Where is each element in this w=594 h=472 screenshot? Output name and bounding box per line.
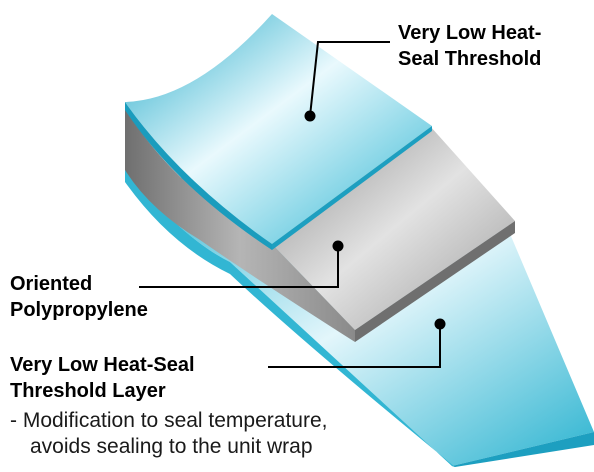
leader-top xyxy=(304,41,390,122)
leader-bottom-dot xyxy=(434,318,446,330)
leader-middle xyxy=(139,240,344,288)
leader-middle-dot xyxy=(332,240,344,252)
leader-bottom xyxy=(268,318,446,368)
leader-top-dot xyxy=(304,110,316,122)
top-sealant-layer xyxy=(125,14,432,250)
bottom-layer-label-line-1: Very Low Heat-Seal xyxy=(10,354,195,376)
top-layer-label-line-2: Seal Threshold xyxy=(398,48,542,70)
middle-layer-label-line-1: Oriented xyxy=(10,273,93,295)
top-layer-label-line-1: Very Low Heat- xyxy=(398,22,542,44)
middle-layer-label-line-2: Polypropylene xyxy=(10,299,148,321)
bottom-layer-label-line-2: Threshold Layer xyxy=(10,380,166,402)
description-line-1: - Modification to seal temperature, xyxy=(10,409,328,432)
description-line-2: avoids sealing to the unit wrap xyxy=(30,435,313,458)
